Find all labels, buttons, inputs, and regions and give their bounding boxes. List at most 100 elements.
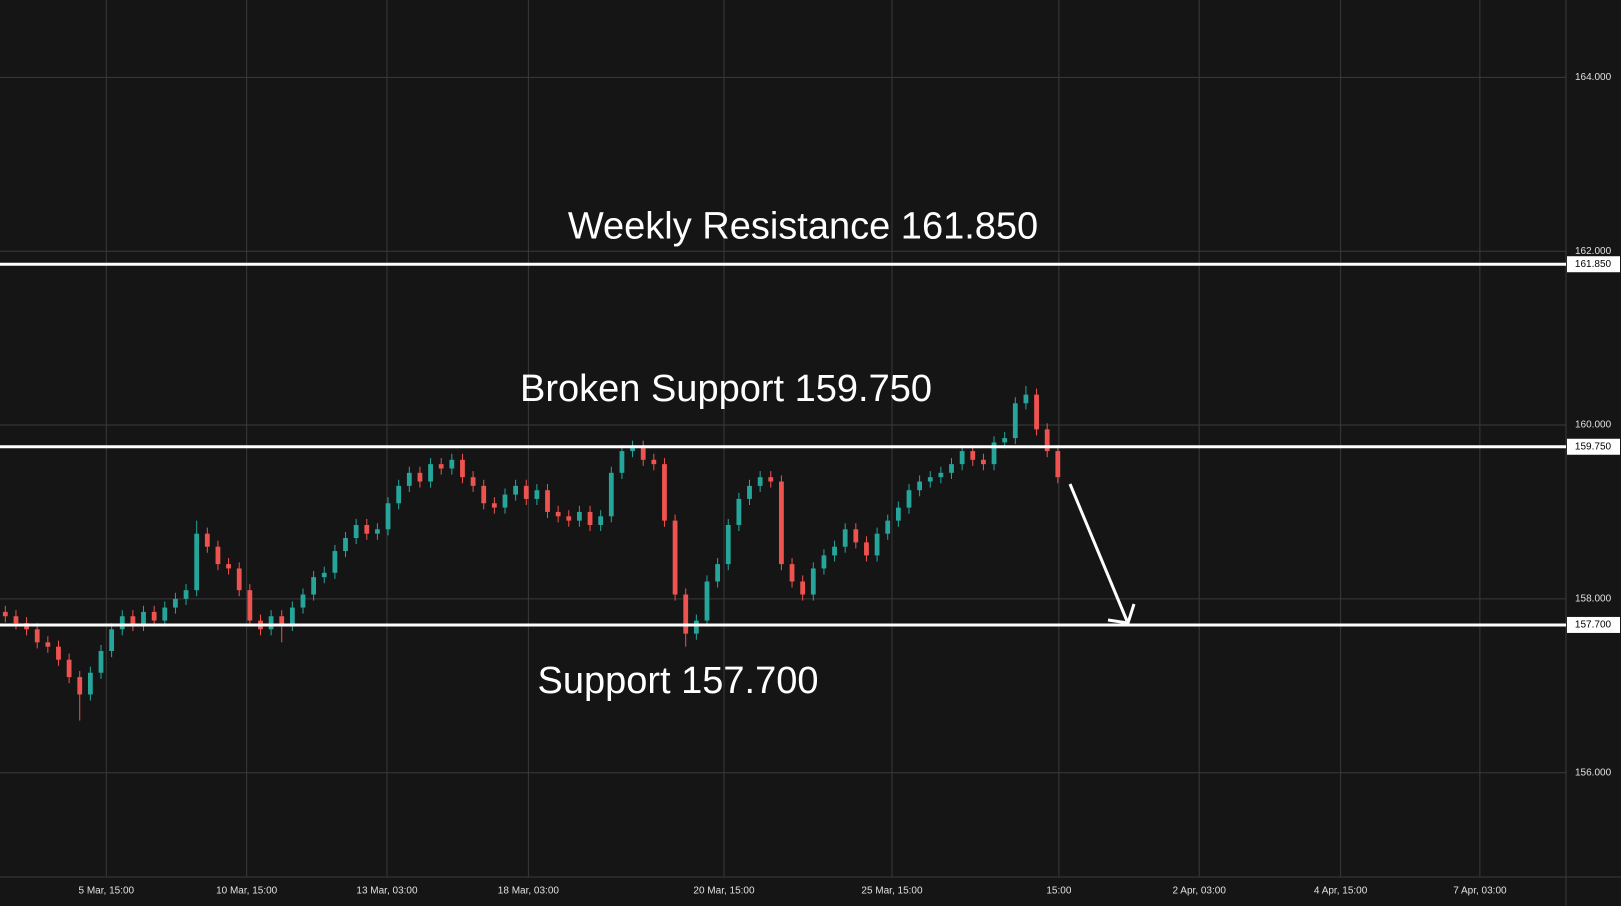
- candle-body: [704, 581, 710, 621]
- candle-body: [864, 542, 869, 556]
- candle-body: [375, 529, 380, 534]
- x-tick-label: 18 Mar, 03:00: [498, 886, 560, 897]
- candle-body: [300, 594, 306, 608]
- candle-body: [438, 464, 444, 469]
- candle-body: [119, 616, 125, 630]
- candle-body: [460, 459, 465, 478]
- candle-body: [279, 616, 285, 625]
- candle-body: [736, 498, 742, 525]
- candle-body: [672, 520, 678, 595]
- candle-body: [45, 642, 51, 647]
- candle-body: [343, 538, 348, 552]
- x-tick-label: 10 Mar, 15:00: [216, 886, 278, 897]
- candle-body: [151, 611, 157, 621]
- y-tick-label: 156.000: [1575, 767, 1612, 778]
- level-annotation: Support 157.700: [537, 660, 818, 702]
- x-tick-label: 25 Mar, 15:00: [861, 886, 923, 897]
- candle-body: [1055, 451, 1061, 478]
- candles: [2, 385, 1061, 721]
- candle-body: [970, 451, 976, 460]
- candle-body: [1002, 438, 1008, 443]
- candle-body: [215, 546, 221, 565]
- candle-body: [800, 581, 806, 595]
- candle-body: [832, 546, 837, 556]
- candle-body: [321, 572, 327, 578]
- candle-body: [247, 590, 253, 621]
- grid: [0, 0, 1566, 877]
- candle-body: [959, 451, 965, 465]
- candle-body: [853, 529, 859, 543]
- candle-body: [789, 564, 795, 582]
- axes: 156.000 158.000 160.000 162.000 164.000 5 Mar…: [79, 72, 1612, 897]
- candle-body: [13, 616, 19, 624]
- candle-body: [491, 503, 497, 508]
- candle-body: [109, 629, 115, 652]
- level-annotation: Weekly Resistance 161.850: [568, 205, 1038, 247]
- candle-body: [630, 446, 635, 452]
- y-tick-label: 158.000: [1575, 594, 1612, 605]
- candle-body: [194, 533, 200, 591]
- arrow-shaft: [1068, 483, 1129, 622]
- candle-body: [779, 481, 784, 565]
- candle-body: [502, 494, 508, 508]
- candle-body: [842, 529, 848, 547]
- candle-body: [534, 490, 540, 499]
- level-label-box: [1567, 616, 1620, 633]
- candle-body: [226, 564, 231, 569]
- candle-body: [481, 485, 487, 504]
- arrow-head: [1107, 603, 1136, 625]
- candle-body: [470, 477, 476, 486]
- candle-body: [173, 598, 178, 608]
- candle-body: [715, 564, 721, 582]
- candle-body: [364, 524, 370, 534]
- x-tick-label: 5 Mar, 15:00: [79, 886, 135, 897]
- candle-body: [353, 524, 359, 539]
- candle-body: [428, 464, 433, 482]
- levels: 161.850 Weekly Resistance 161.850 159.750 B…: [0, 205, 1620, 702]
- candle-body: [183, 590, 189, 599]
- level-annotation: Broken Support 159.750: [520, 368, 932, 410]
- candle-body: [587, 511, 593, 525]
- candle-body: [1044, 429, 1050, 452]
- candle-body: [406, 472, 412, 486]
- level-label: 159.750: [1575, 441, 1612, 452]
- candle-body: [821, 555, 827, 569]
- candle-body: [1012, 403, 1018, 439]
- candle-body: [885, 520, 891, 534]
- candle-body: [949, 464, 954, 473]
- candle-body: [236, 568, 242, 591]
- candle-body: [662, 464, 667, 521]
- candle-body: [1034, 394, 1039, 430]
- x-tick-label: 2 Apr, 03:00: [1173, 886, 1227, 897]
- x-tick-label: 13 Mar, 03:00: [356, 886, 418, 897]
- candle-body: [906, 490, 912, 508]
- candle-body: [577, 511, 582, 521]
- y-tick-label: 162.000: [1575, 246, 1612, 257]
- candle-body: [693, 620, 699, 634]
- candle-body: [130, 616, 136, 625]
- x-tick-label: 15:00: [1046, 886, 1071, 897]
- candle-body: [991, 442, 997, 465]
- candle-body: [598, 516, 604, 525]
- candle-body: [810, 568, 816, 595]
- candle-body: [417, 472, 423, 482]
- candle-body: [768, 477, 774, 482]
- candle-body: [874, 533, 880, 556]
- level-label: 161.850: [1575, 259, 1612, 270]
- candle-body: [619, 451, 625, 473]
- candle-body: [608, 472, 614, 517]
- candle-body: [566, 516, 572, 521]
- candle-body: [927, 477, 933, 482]
- x-tick-label: 4 Apr, 15:00: [1314, 886, 1368, 897]
- level-label-box: [1567, 256, 1620, 273]
- candle-body: [917, 481, 923, 491]
- candle-body: [640, 446, 646, 460]
- candle-body: [56, 646, 61, 660]
- candle-body: [555, 511, 561, 517]
- candle-body: [523, 485, 529, 499]
- x-tick-label: 7 Apr, 03:00: [1453, 886, 1507, 897]
- candle-body: [1023, 394, 1029, 404]
